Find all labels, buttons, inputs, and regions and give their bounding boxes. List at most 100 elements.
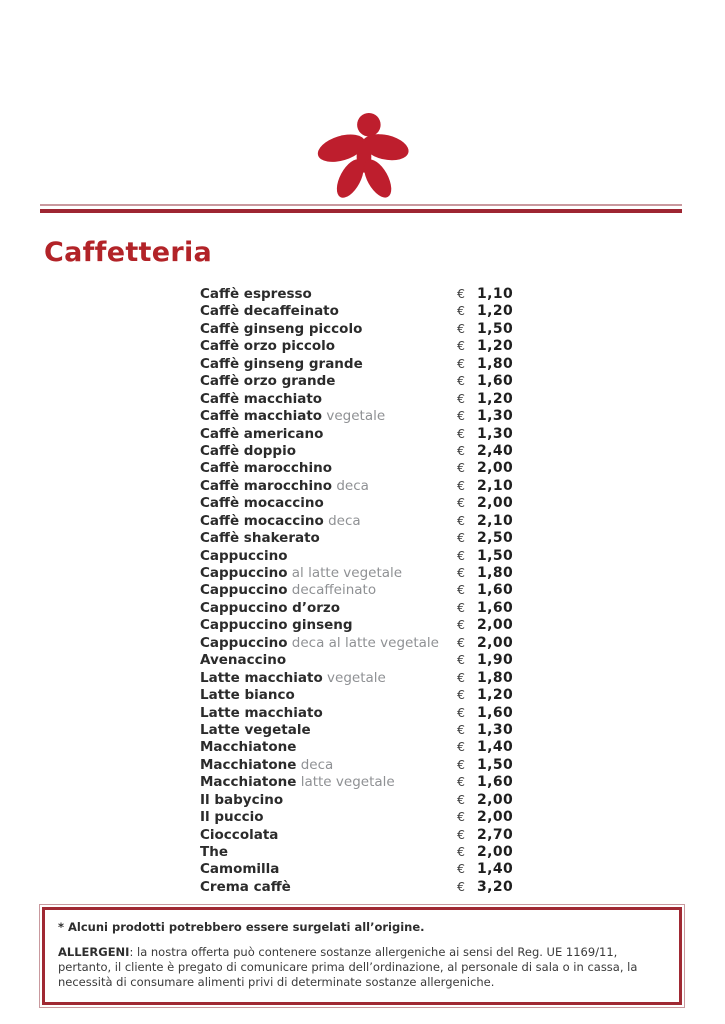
- menu-item-price: 2,40: [477, 442, 514, 459]
- menu-item-name-main: Il puccio: [200, 809, 264, 826]
- menu-item-name: Latte vegetale: [200, 722, 311, 739]
- menu-item-name: Avenaccino: [200, 652, 286, 669]
- menu-item-name: Cioccolata: [200, 827, 278, 844]
- menu-item-name-main: Cioccolata: [200, 826, 279, 843]
- allergen-label: ALLERGENI: [58, 945, 130, 959]
- menu-item-price: 2,00: [477, 844, 514, 860]
- currency-symbol: €: [457, 756, 465, 772]
- menu-item-name-main: Caffè shakerato: [200, 530, 320, 547]
- menu-item-variant: deca: [296, 756, 334, 773]
- menu-item-price: 2,00: [477, 809, 514, 826]
- menu-item-row: Caffè decaffeinato € 1,20: [200, 303, 520, 320]
- menu-item-row: Caffè americano € 1,30: [200, 426, 520, 443]
- menu-item-name: Caffè americano: [200, 426, 323, 443]
- menu-item-name-main: Caffè mocaccino: [200, 495, 324, 512]
- menu-item-price: 2,10: [477, 477, 514, 494]
- currency-symbol: €: [457, 721, 465, 737]
- menu-item-variant: deca al latte vegetale: [287, 634, 439, 651]
- menu-item-price: 1,50: [477, 547, 514, 564]
- menu-item-name-main: Caffè marocchino: [200, 460, 333, 477]
- menu-item-price: 2,00: [477, 634, 514, 651]
- currency-symbol: €: [457, 791, 465, 807]
- menu-item-price: 1,20: [477, 303, 514, 320]
- menu-item-row: Caffè ginseng piccolo € 1,50: [200, 321, 520, 338]
- menu-item-price: 2,00: [477, 460, 514, 477]
- menu-item-name-main: Caffè orzo grande: [200, 373, 336, 390]
- menu-item-name-main: Caffè espresso: [200, 286, 312, 302]
- currency-symbol: €: [457, 687, 465, 703]
- menu-item-name: Il puccio: [200, 809, 264, 826]
- menu-item-row: Cappuccino d’orzo € 1,60: [200, 600, 520, 617]
- menu-item-name: Caffè marocchino: [200, 460, 332, 477]
- menu-item-row: Macchiatone deca € 1,50: [200, 757, 520, 774]
- currency-symbol: €: [457, 442, 465, 458]
- menu-item-name-main: Macchiatone: [200, 774, 297, 791]
- menu-item-name-main: Latte vegetale: [200, 721, 311, 738]
- menu-item-row: Caffè shakerato € 2,50: [200, 530, 520, 547]
- menu-item-name-main: Caffè marocchino: [200, 477, 333, 494]
- menu-item-price: 1,50: [477, 756, 514, 773]
- menu-item-row: Caffè orzo piccolo € 1,20: [200, 338, 520, 355]
- frozen-products-note: * Alcuni prodotti potrebbero essere surg…: [58, 920, 425, 934]
- menu-item-price: 1,60: [477, 373, 514, 390]
- currency-symbol: €: [457, 861, 465, 877]
- menu-item-name-main: Cappuccino: [200, 547, 288, 564]
- currency-symbol: €: [457, 373, 465, 389]
- menu-item-name-main: Cappuccino: [200, 582, 288, 599]
- menu-item-price: 2,00: [477, 791, 514, 808]
- menu-item-name-main: Latte macchiato: [200, 669, 323, 686]
- menu-item-price: 1,10: [477, 286, 514, 302]
- menu-item-name: Caffè shakerato: [200, 530, 320, 547]
- menu-item-price: 2,00: [477, 495, 514, 512]
- allergen-notice-box: * Alcuni prodotti potrebbero essere surg…: [39, 904, 685, 1008]
- menu-item-name: The: [200, 844, 228, 861]
- currency-symbol: €: [457, 599, 465, 615]
- currency-symbol: €: [457, 477, 465, 493]
- menu-item-price: 1,60: [477, 599, 514, 616]
- menu-item-price: 1,20: [477, 687, 514, 704]
- menu-item-row: Latte vegetale € 1,30: [200, 722, 520, 739]
- menu-item-variant: deca: [332, 477, 369, 494]
- menu-item-variant: vegetale: [322, 669, 386, 686]
- menu-item-row: Camomilla € 1,40: [200, 861, 520, 878]
- menu-item-name-main: Caffè macchiato: [200, 390, 323, 407]
- menu-item-variant: latte vegetale: [296, 774, 395, 791]
- menu-item-row: Caffè macchiato vegetale € 1,30: [200, 408, 520, 425]
- menu-item-name: Latte macchiato vegetale: [200, 670, 386, 687]
- menu-item-name: Latte bianco: [200, 687, 295, 704]
- menu-item-name-main: Avenaccino: [200, 652, 287, 669]
- person-asterisk-icon: [317, 112, 409, 198]
- menu-item-name-main: Caffè doppio: [200, 442, 296, 459]
- menu-item-name: Macchiatone latte vegetale: [200, 774, 395, 791]
- currency-symbol: €: [457, 390, 465, 406]
- menu-item-row: Caffè macchiato € 1,20: [200, 391, 520, 408]
- menu-item-name-main: Macchiatone: [200, 739, 297, 756]
- menu-item-name-main: Caffè decaffeinato: [200, 303, 339, 320]
- menu-item-variant: al latte vegetale: [287, 565, 403, 581]
- menu-item-name: Cappuccino ginseng: [200, 617, 353, 634]
- menu-item-price: 1,90: [477, 652, 514, 669]
- menu-item-name: Latte macchiato: [200, 705, 323, 722]
- menu-item-name: Caffè ginseng piccolo: [200, 321, 362, 338]
- page-title: Caffetteria: [44, 237, 213, 268]
- menu-item-name: Camomilla: [200, 861, 279, 878]
- menu-item-row: Latte macchiato vegetale € 1,80: [200, 670, 520, 687]
- menu-item-name: Cappuccino d’orzo: [200, 600, 340, 617]
- currency-symbol: €: [457, 844, 465, 859]
- menu-item-price: 1,40: [477, 861, 514, 878]
- menu-item-price: 1,60: [477, 582, 514, 599]
- menu-item-row: Macchiatone latte vegetale € 1,60: [200, 774, 520, 791]
- currency-symbol: €: [457, 704, 465, 720]
- menu-item-variant: vegetale: [322, 408, 386, 425]
- menu-item-name-main: Cappuccino: [200, 565, 288, 581]
- menu-item-name: Caffè marocchino deca: [200, 478, 369, 495]
- menu-item-name: Cappuccino: [200, 548, 287, 565]
- currency-symbol: €: [457, 303, 465, 319]
- menu-item-name-main: Latte bianco: [200, 687, 295, 704]
- menu-item-row: Caffè ginseng grande € 1,80: [200, 356, 520, 373]
- menu-item-price: 1,20: [477, 390, 514, 407]
- menu-item-name-main: Caffè macchiato: [200, 408, 323, 425]
- menu-item-name-main: Cappuccino: [200, 634, 288, 651]
- menu-item-name: Caffè ginseng grande: [200, 356, 363, 373]
